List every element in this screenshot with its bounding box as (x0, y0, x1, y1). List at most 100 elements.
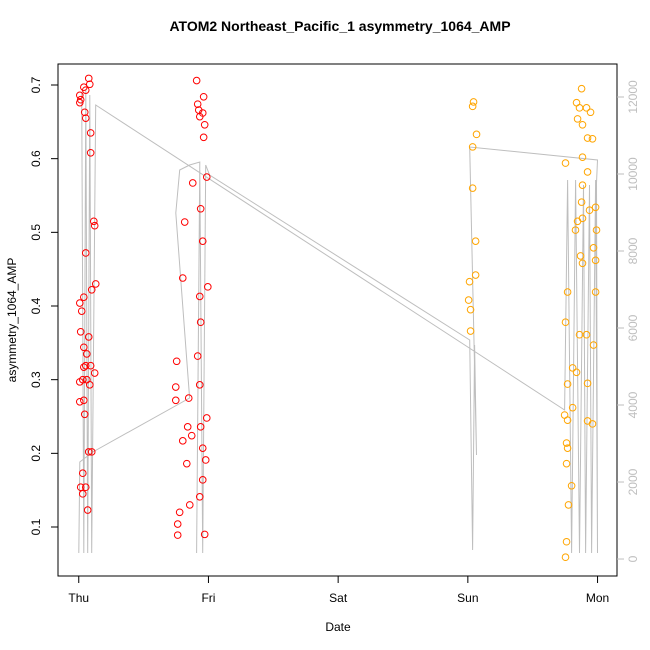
data-point (81, 483, 90, 492)
y-tick-label: 0.4 (29, 297, 43, 314)
data-point (577, 84, 586, 93)
data-point (199, 133, 208, 142)
y-tick-label: 0.6 (29, 150, 43, 167)
data-point (573, 115, 582, 123)
data-point (572, 368, 581, 377)
x-axis-label: Date (325, 620, 351, 634)
data-point (91, 280, 100, 288)
data-point (89, 217, 98, 226)
data-point (583, 168, 592, 176)
data-point (196, 423, 205, 431)
data-point (471, 271, 480, 279)
data-point (582, 104, 591, 112)
data-point (591, 203, 600, 212)
data-point (183, 423, 192, 431)
data-point (199, 92, 208, 101)
data-point (563, 444, 572, 452)
data-point (471, 237, 480, 245)
data-point (80, 343, 88, 352)
data-point (173, 531, 182, 539)
data-point (80, 108, 89, 117)
data-point (571, 226, 580, 234)
data-point (198, 109, 207, 117)
data-point (80, 293, 88, 301)
data-point (172, 357, 181, 366)
data-point (202, 173, 211, 181)
plot-box (57, 63, 618, 577)
y2-tick-label: 6000 (626, 314, 640, 341)
data-point (173, 520, 182, 528)
data-point (86, 361, 95, 370)
data-point (80, 410, 89, 419)
y-tick-label: 0.7 (29, 76, 43, 93)
data-point (188, 179, 197, 187)
data-point (200, 530, 209, 539)
data-point (568, 364, 577, 372)
data-point (171, 396, 180, 405)
data-point (85, 381, 94, 389)
x-tick-label: Fri (201, 591, 215, 605)
data-point (586, 108, 595, 117)
y2-tick-label: 0 (626, 555, 640, 562)
data-point (198, 476, 207, 484)
data-point (178, 437, 187, 445)
y-axis-label: asymmetry_1064_AMP (5, 258, 19, 383)
data-point (180, 218, 189, 226)
data-point (75, 397, 84, 406)
data-point (198, 237, 207, 245)
data-point (193, 100, 202, 108)
data-point (81, 86, 90, 94)
data-point (465, 277, 474, 286)
chart-title: ATOM2 Northeast_Pacific_1 asymmetry_1064… (169, 18, 510, 34)
data-point (184, 394, 193, 402)
data-point (578, 153, 587, 161)
data-point (195, 493, 204, 501)
data-point (198, 444, 207, 452)
data-point (76, 95, 85, 104)
data-point (178, 274, 187, 282)
data-point (84, 333, 93, 341)
data-point (592, 226, 601, 234)
data-point (468, 102, 477, 111)
data-point (85, 80, 94, 89)
x-tick-label: Thu (68, 591, 89, 605)
x-tick-label: Mon (586, 591, 609, 605)
data-point (87, 285, 96, 294)
data-point (84, 74, 93, 83)
data-point (578, 181, 587, 189)
data-point (76, 483, 85, 492)
data-point (466, 305, 475, 314)
data-point (196, 318, 205, 327)
data-point (195, 292, 204, 301)
data-point (86, 148, 95, 157)
data-point (583, 134, 592, 142)
data-point (87, 448, 96, 456)
data-point (578, 120, 587, 129)
data-point (561, 159, 570, 167)
data-point (81, 249, 90, 257)
data-point (78, 469, 87, 478)
data-point (468, 184, 477, 192)
data-point (472, 130, 481, 139)
data-point (582, 330, 591, 339)
data-point (202, 414, 211, 422)
line-series (78, 89, 599, 554)
data-point (561, 318, 570, 327)
data-point (469, 98, 478, 106)
y2-tick-label: 10000 (626, 157, 640, 191)
data-point (83, 506, 92, 514)
data-point (78, 490, 87, 498)
data-point (589, 341, 598, 349)
data-point (573, 217, 582, 226)
data-point (193, 352, 202, 360)
data-point (80, 363, 88, 371)
data-point (563, 380, 572, 388)
y2-tick-label: 4000 (626, 391, 640, 418)
data-point (466, 327, 475, 335)
data-point (90, 369, 99, 377)
y-tick-label: 0.3 (29, 371, 43, 388)
x-tick-label: Sat (329, 591, 348, 605)
data-point (82, 350, 91, 358)
